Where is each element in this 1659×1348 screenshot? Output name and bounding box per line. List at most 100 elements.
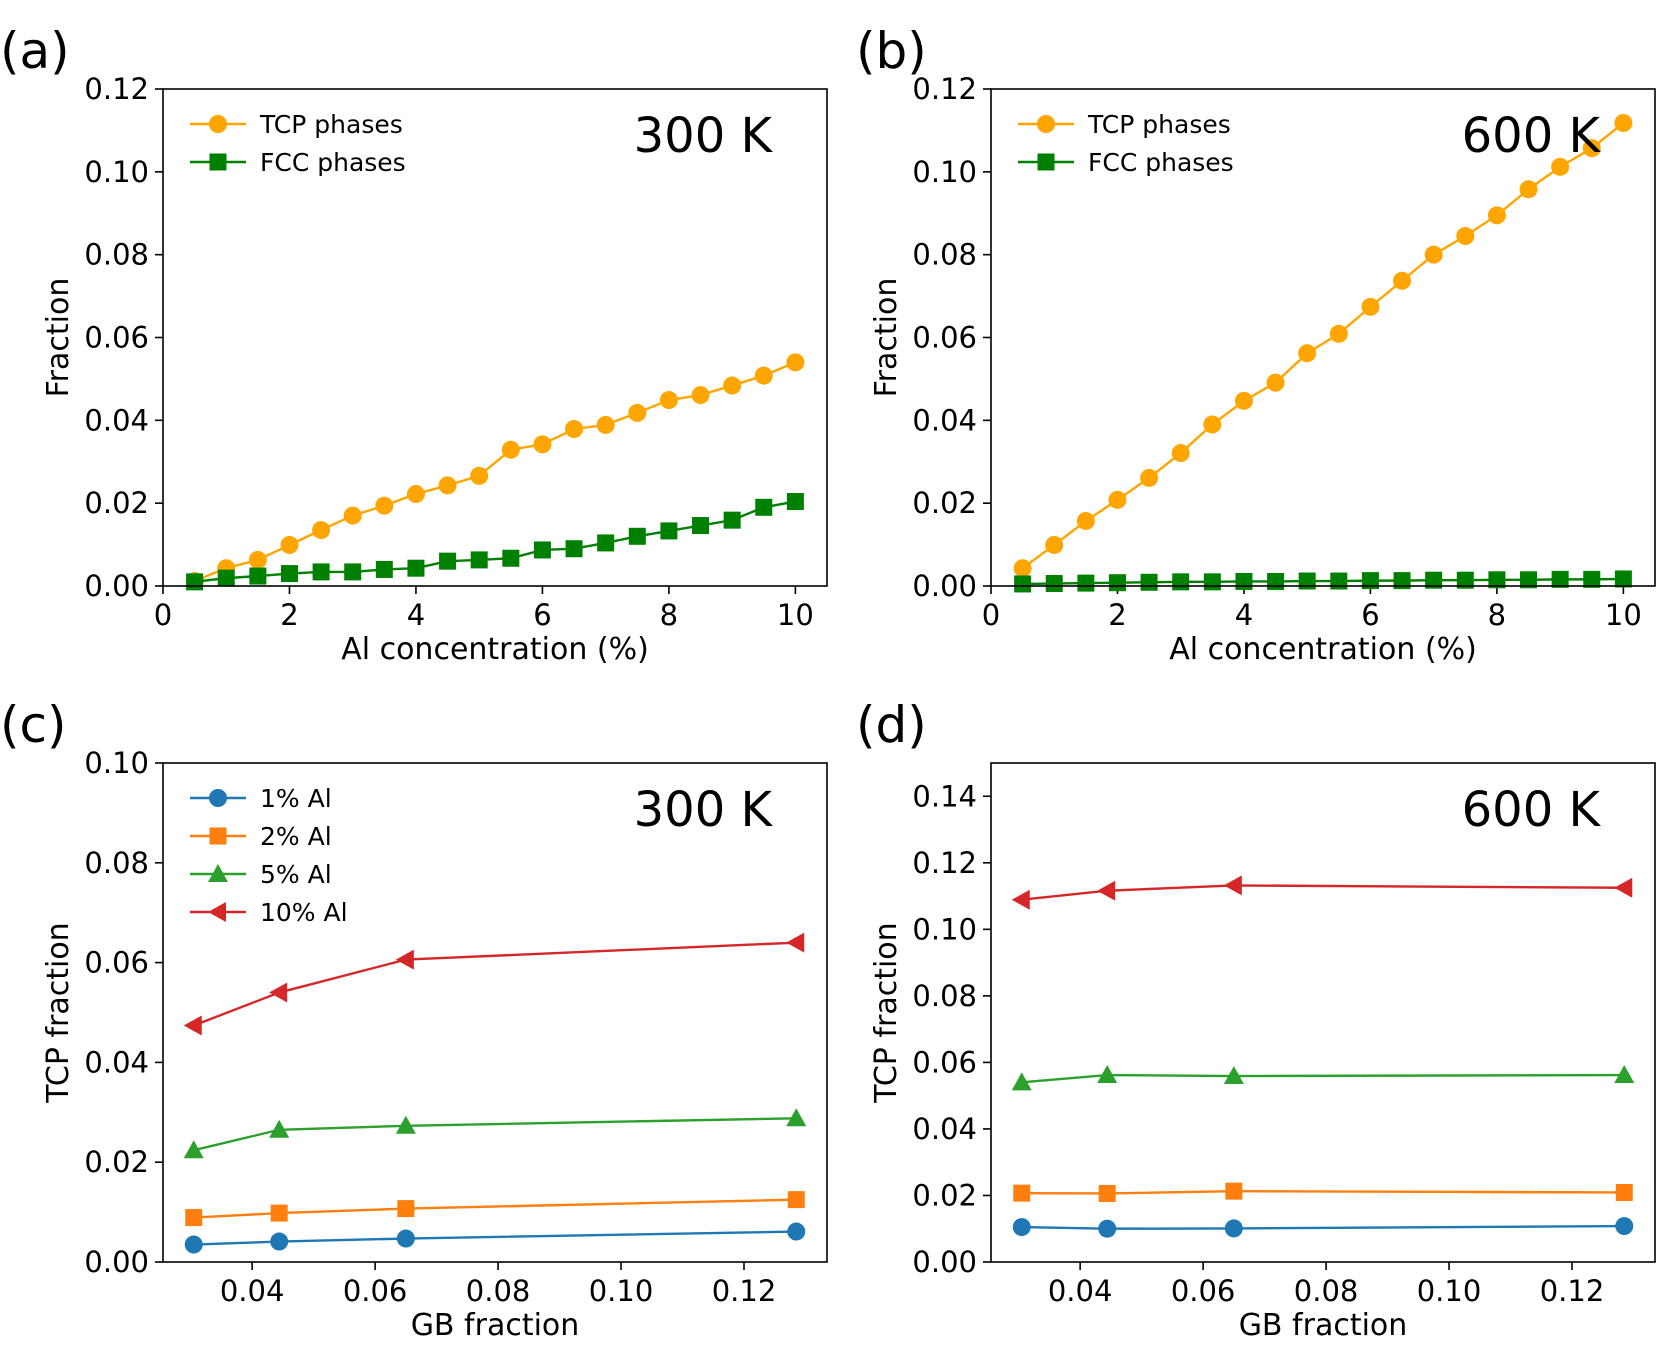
y-tick-label: 0.08: [912, 238, 977, 272]
legend-label: FCC phases: [1088, 148, 1234, 177]
x-tick-label: 6: [533, 598, 551, 632]
data-point: [1329, 324, 1348, 343]
data-point: [1013, 1184, 1031, 1202]
x-tick-label: 0.04: [1048, 1274, 1113, 1308]
data-point: [1330, 572, 1348, 590]
data-point: [1614, 877, 1633, 898]
data-point: [1551, 157, 1570, 176]
x-tick-label: 0.12: [1540, 1274, 1605, 1308]
chart-panel: (b) 0 2 4 6 8 10 0.00 0.02 0.04 0.06 0.08 0.10 0.12 Al…: [856, 22, 1656, 667]
x-tick-label: 0.10: [589, 1274, 654, 1308]
data-point: [280, 565, 298, 583]
data-point: [502, 549, 520, 567]
data-point: [1393, 572, 1411, 590]
y-tick-label: 0.06: [84, 321, 149, 355]
data-point: [1614, 113, 1633, 132]
data-point: [597, 534, 615, 552]
data-point: [406, 485, 425, 504]
panel-label: (a): [0, 22, 70, 80]
y-tick-label: 0.10: [84, 746, 149, 780]
legend: TCP phases FCC phases: [190, 110, 406, 177]
x-axis-label: Al concentration (%): [341, 632, 649, 667]
data-point: [787, 1191, 805, 1209]
data-point: [1098, 1184, 1116, 1202]
legend-marker: [1037, 153, 1055, 171]
data-point: [533, 435, 552, 454]
data-point: [692, 517, 710, 535]
data-point: [269, 1119, 290, 1138]
x-tick-label: 10: [777, 598, 814, 632]
data-point: [185, 1209, 203, 1227]
data-point: [217, 569, 235, 587]
data-point: [1203, 415, 1222, 434]
data-point: [1615, 1217, 1634, 1236]
data-point: [1614, 1065, 1635, 1084]
panel-label: (b): [856, 22, 927, 80]
x-tick-label: 8: [660, 598, 678, 632]
series-line: [193, 941, 797, 1027]
data-point: [1614, 570, 1632, 588]
y-tick-label: 0.00: [912, 569, 977, 603]
data-point: [395, 1115, 416, 1134]
x-axis-label: GB fraction: [1239, 1308, 1408, 1343]
data-point: [754, 366, 773, 385]
y-tick-label: 0.06: [84, 946, 149, 980]
data-point: [1172, 573, 1190, 591]
data-point: [1077, 574, 1095, 592]
data-point: [183, 1015, 202, 1036]
data-point: [659, 391, 678, 410]
data-point: [786, 353, 805, 372]
y-tick-label: 0.04: [912, 403, 977, 437]
series-line: [193, 1230, 797, 1246]
data-point: [1267, 572, 1285, 590]
y-tick-label: 0.02: [84, 1145, 149, 1179]
data-point: [1298, 572, 1316, 590]
legend-label: FCC phases: [260, 148, 406, 177]
data-point: [270, 1204, 288, 1222]
plot-area: [1011, 875, 1635, 1238]
data-point: [1551, 570, 1569, 588]
y-tick-label: 0.14: [912, 779, 977, 813]
data-point: [1266, 373, 1285, 392]
series-line: [1021, 1073, 1625, 1084]
data-point: [1013, 559, 1032, 578]
temperature-annotation: 300 K: [634, 108, 774, 164]
data-point: [1045, 535, 1064, 554]
data-point: [1011, 1072, 1032, 1091]
y-tick-label: 0.04: [84, 1045, 149, 1079]
data-point: [184, 1235, 203, 1254]
legend-marker: [209, 153, 227, 171]
data-point: [1012, 1218, 1031, 1237]
legend-marker: [209, 789, 227, 807]
legend-label: 10% Al: [260, 898, 348, 927]
data-point: [1456, 227, 1475, 246]
legend-marker: [208, 864, 228, 882]
data-point: [596, 415, 615, 434]
legend-label: TCP phases: [259, 110, 403, 139]
series-line: [193, 1117, 797, 1152]
data-point: [565, 420, 584, 439]
data-point: [1108, 574, 1126, 592]
plot-frame: [990, 88, 1656, 587]
data-point: [312, 521, 331, 540]
y-tick-label: 0.02: [912, 486, 977, 520]
y-tick-label: 0.08: [912, 979, 977, 1013]
y-tick-label: 0.02: [912, 1178, 977, 1212]
y-axis-label: Fraction: [869, 278, 904, 398]
data-point: [396, 1229, 415, 1248]
x-tick-label: 0.12: [712, 1274, 777, 1308]
y-tick-label: 0.06: [912, 321, 977, 355]
data-point: [375, 560, 393, 578]
data-point: [1223, 1066, 1244, 1085]
legend-marker: [209, 827, 227, 845]
x-tick-label: 0.08: [466, 1274, 531, 1308]
data-point: [1488, 571, 1506, 589]
data-point: [1097, 1065, 1118, 1084]
y-axis-label: TCP fraction: [869, 922, 904, 1103]
data-point: [628, 527, 646, 545]
data-point: [186, 573, 204, 591]
data-point: [1393, 271, 1412, 290]
y-tick-label: 0.06: [912, 1045, 977, 1079]
data-point: [1097, 880, 1116, 901]
